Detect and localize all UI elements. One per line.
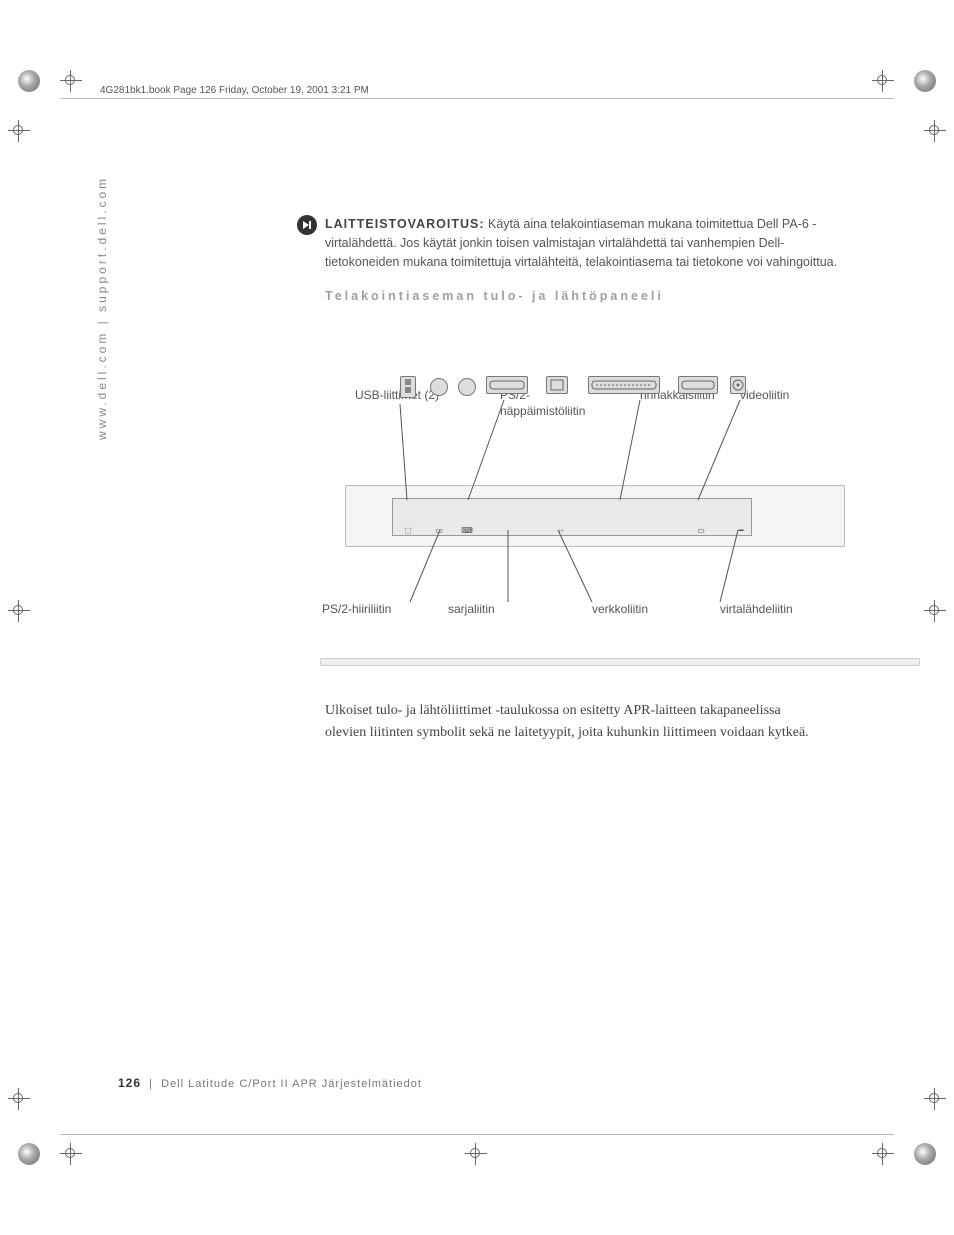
port-icon: ━	[734, 526, 748, 534]
crop-mark	[465, 1143, 487, 1165]
port-icon: ◦◦	[554, 526, 568, 534]
crop-dot	[18, 70, 40, 92]
crop-mark	[60, 1143, 82, 1165]
crop-mark	[8, 600, 30, 622]
page-footer: 126 | Dell Latitude C/Port II APR Järjes…	[118, 1076, 422, 1090]
crop-mark	[8, 1088, 30, 1110]
crop-mark	[60, 70, 82, 92]
page-number: 126	[118, 1076, 141, 1090]
crop-mark	[872, 70, 894, 92]
port-network	[546, 376, 568, 394]
port-icon: ⬚	[401, 526, 415, 534]
section-title: Telakointiaseman tulo- ja lähtöpaneeli	[325, 289, 845, 303]
crop-dot	[914, 70, 936, 92]
io-panel-diagram: USB-liittimet (2) PS/2- näppäimistöliiti…	[300, 370, 880, 660]
crop-mark	[872, 1143, 894, 1165]
label-power: virtalähdeliitin	[720, 602, 793, 616]
label-usb: USB-liittimet (2)	[355, 388, 439, 402]
port-ps2-mouse	[430, 378, 448, 396]
body-paragraph: Ulkoiset tulo- ja lähtöliittimet -tauluk…	[325, 700, 825, 743]
port-ps2-kb	[458, 378, 476, 396]
port-serial	[486, 376, 528, 394]
port-icon: ⌨	[460, 526, 474, 534]
port-icon: ▭	[694, 526, 708, 534]
page-header-text: 4G281bk1.book Page 126 Friday, October 1…	[100, 85, 369, 96]
port-power	[730, 376, 746, 394]
port-usb	[400, 376, 416, 398]
notice-lead: LAITTEISTOVAROITUS:	[325, 217, 485, 231]
dock-ridge	[320, 658, 920, 666]
crop-mark	[924, 120, 946, 142]
label-video: videoliitin	[740, 388, 789, 402]
crop-mark	[924, 600, 946, 622]
notice-icon	[297, 215, 317, 235]
port-icon: ▭	[432, 526, 446, 534]
footer-title: Dell Latitude C/Port II APR Järjestelmät…	[161, 1078, 422, 1090]
label-ps2mouse: PS/2-hiiriliitin	[322, 602, 391, 616]
crop-mark	[8, 120, 30, 142]
side-url: www.dell.com | support.dell.com	[95, 176, 109, 440]
hardware-notice: LAITTEISTOVAROITUS: Käytä aina telakoint…	[325, 215, 845, 271]
port-video	[678, 376, 718, 394]
crop-mark	[924, 1088, 946, 1110]
label-network: verkkoliitin	[592, 602, 648, 616]
footer-rule	[60, 1134, 894, 1135]
label-ps2kb-b: näppäimistöliitin	[500, 404, 585, 418]
crop-dot	[914, 1143, 936, 1165]
crop-dot	[18, 1143, 40, 1165]
header-rule	[60, 98, 894, 99]
port-parallel	[588, 376, 660, 394]
label-serial: sarjaliitin	[448, 602, 495, 616]
